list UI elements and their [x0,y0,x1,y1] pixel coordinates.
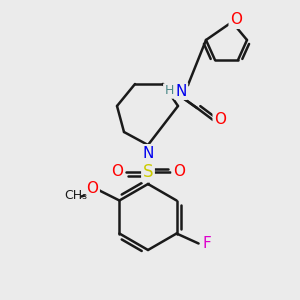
Text: N: N [175,83,187,98]
Text: CH₃: CH₃ [64,189,87,202]
Text: N: N [142,146,154,160]
Text: S: S [143,163,153,181]
Text: H: H [164,85,174,98]
Text: O: O [173,164,185,179]
Text: O: O [230,13,242,28]
Text: F: F [202,236,211,251]
Text: O: O [111,164,123,179]
Text: O: O [214,112,226,128]
Text: O: O [86,181,98,196]
